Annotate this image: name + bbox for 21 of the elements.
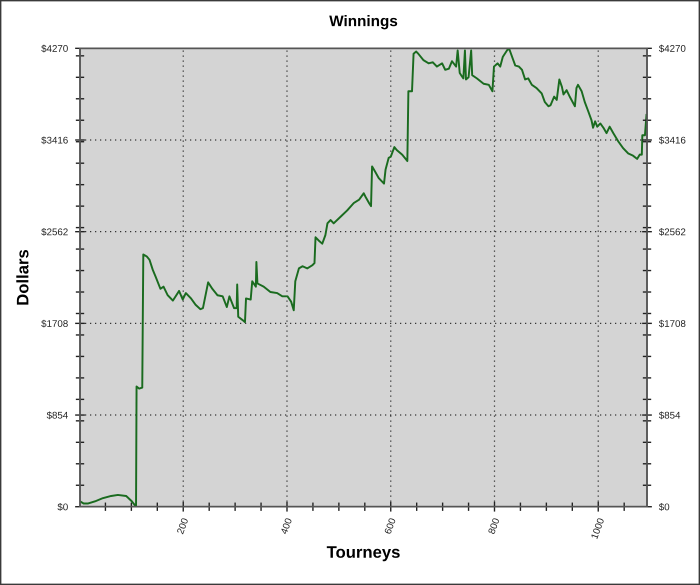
y-tick-label: $2562: [41, 228, 68, 236]
x-tick-label: 800: [488, 518, 500, 534]
y2-tick-label: $3416: [658, 136, 686, 144]
x-tick-label: 200: [176, 518, 188, 534]
y2-tick-label: $2562: [658, 228, 686, 236]
y2-tick-label: $854: [658, 411, 680, 420]
x-axis-title: Tourneys: [326, 546, 400, 562]
y-tick-label: $4270: [41, 44, 68, 53]
chart-title: Winnings: [329, 15, 398, 30]
y-tick-label: $854: [46, 411, 68, 420]
y2-tick-label: $0: [658, 503, 670, 511]
x-tick-label: 400: [280, 518, 292, 535]
line-series: [80, 48, 648, 507]
y-axis-title: Dollars: [16, 250, 29, 305]
y2-tick-label: $4270: [658, 44, 686, 53]
x-tick-label: 1000: [590, 518, 604, 540]
y-tick-label: $3416: [41, 136, 68, 144]
y-tick-label: $0: [57, 503, 68, 511]
y-tick-label: $1708: [41, 320, 68, 328]
x-tick-label: 600: [384, 518, 396, 534]
y2-tick-label: $1708: [658, 320, 686, 328]
